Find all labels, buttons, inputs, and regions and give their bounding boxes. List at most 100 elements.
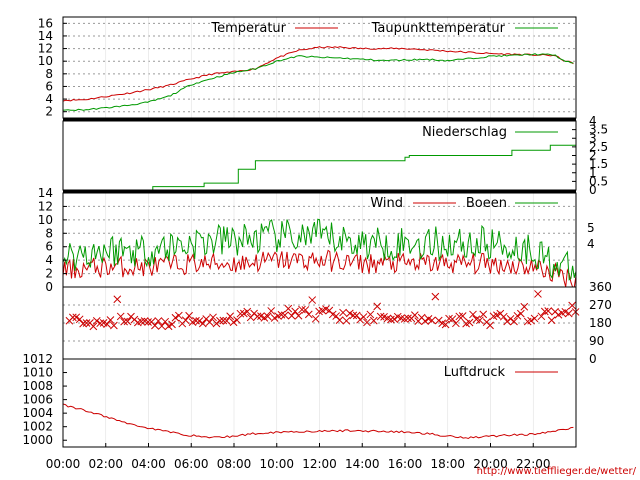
direction-point xyxy=(540,307,549,316)
series-line-niederschlag xyxy=(63,134,577,191)
direction-point xyxy=(116,312,125,321)
tick-label: 1012 xyxy=(22,352,53,366)
direction-point xyxy=(151,321,159,330)
direction-point xyxy=(233,316,241,324)
tick-label: 2 xyxy=(45,105,53,119)
direction-point xyxy=(301,306,310,314)
legend-label: Niederschlag xyxy=(422,125,507,140)
tick-label: 1002 xyxy=(22,420,53,434)
direction-point xyxy=(469,310,477,319)
panel-frame xyxy=(62,16,577,119)
direction-point xyxy=(75,315,84,324)
direction-point xyxy=(452,319,460,328)
direction-point xyxy=(185,311,193,320)
direction-point xyxy=(181,316,190,325)
direction-point xyxy=(270,314,279,322)
direction-point xyxy=(387,315,395,324)
direction-point xyxy=(304,310,313,319)
tick-label: 1000 xyxy=(22,433,53,447)
direction-point xyxy=(89,322,98,331)
direction-point xyxy=(486,321,494,330)
direction-point xyxy=(448,315,457,323)
direction-point xyxy=(284,304,293,313)
direction-point xyxy=(263,312,272,321)
tick-label: 1006 xyxy=(22,393,53,407)
direction-point xyxy=(342,316,351,325)
tick-label: 90 xyxy=(589,334,604,348)
direction-point xyxy=(369,316,378,325)
direction-point xyxy=(547,316,556,325)
direction-point xyxy=(219,316,228,325)
tick-label: 4 xyxy=(589,114,597,128)
direction-point xyxy=(564,309,573,318)
direction-point xyxy=(222,317,231,325)
x-tick-label: 06:00 xyxy=(174,457,209,471)
direction-point xyxy=(123,317,132,326)
x-tick-label: 00:00 xyxy=(46,457,81,471)
tick-label: 12 xyxy=(38,42,53,56)
tick-label: 3.5 xyxy=(589,123,608,137)
direction-point xyxy=(281,311,289,320)
tick-label: 1004 xyxy=(22,406,53,420)
direction-point xyxy=(506,314,515,323)
direction-point xyxy=(110,321,118,330)
direction-point xyxy=(431,292,440,301)
direction-point xyxy=(137,317,146,326)
tick-label: 270 xyxy=(589,298,612,312)
direction-point xyxy=(229,318,238,327)
direction-point xyxy=(530,314,539,323)
tick-label: 3 xyxy=(589,131,597,145)
direction-point xyxy=(455,312,464,321)
direction-point xyxy=(410,311,419,319)
direction-point xyxy=(458,312,467,320)
legend-label: Luftdruck xyxy=(444,365,506,380)
direction-point xyxy=(226,312,235,321)
series-line-luftdruck xyxy=(62,403,574,440)
series-line-wind xyxy=(62,249,577,288)
tick-label: 4 xyxy=(45,92,53,106)
direction-point xyxy=(428,316,436,325)
x-tick-label: 14:00 xyxy=(345,457,380,471)
direction-point xyxy=(195,317,204,325)
direction-point xyxy=(68,313,77,322)
direction-point xyxy=(359,313,368,321)
x-tick-label: 16:00 xyxy=(388,457,423,471)
legend-label: Temperatur xyxy=(210,21,286,36)
tick-label: 10 xyxy=(38,54,53,68)
direction-point xyxy=(339,308,347,317)
direction-point xyxy=(298,305,306,314)
direction-point xyxy=(96,319,105,328)
direction-point xyxy=(376,312,385,321)
tick-label: 1010 xyxy=(22,366,53,380)
tick-label: 2 xyxy=(589,149,597,163)
direction-point xyxy=(335,316,344,324)
direction-point xyxy=(267,307,276,315)
x-tick-label: 12:00 xyxy=(302,457,337,471)
direction-point xyxy=(516,309,525,318)
direction-point xyxy=(154,317,163,325)
direction-point xyxy=(205,318,214,326)
direction-point xyxy=(527,316,535,325)
series-line-temperatur xyxy=(62,46,574,102)
tick-label: 14 xyxy=(38,29,53,43)
direction-point xyxy=(72,313,81,322)
direction-point xyxy=(349,311,358,320)
x-tick-label: 02:00 xyxy=(88,457,123,471)
x-tick-label: 22:00 xyxy=(516,457,551,471)
tick-label: 8 xyxy=(45,67,53,81)
direction-point xyxy=(287,311,296,320)
legend-label: Boeen xyxy=(466,196,507,211)
series-line-boeen xyxy=(62,218,577,281)
direction-point xyxy=(421,317,429,325)
x-tick-label: 08:00 xyxy=(217,457,252,471)
direction-point xyxy=(294,311,303,320)
direction-point xyxy=(253,312,262,321)
direction-point xyxy=(161,317,170,326)
direction-point xyxy=(544,307,553,315)
direction-point xyxy=(404,314,412,323)
tick-label: 5 xyxy=(587,221,595,235)
direction-point xyxy=(441,320,450,329)
direction-point xyxy=(534,290,542,298)
direction-point xyxy=(168,320,176,329)
source-url: http://www.tiefflieger.de/wetter/ xyxy=(477,466,637,477)
